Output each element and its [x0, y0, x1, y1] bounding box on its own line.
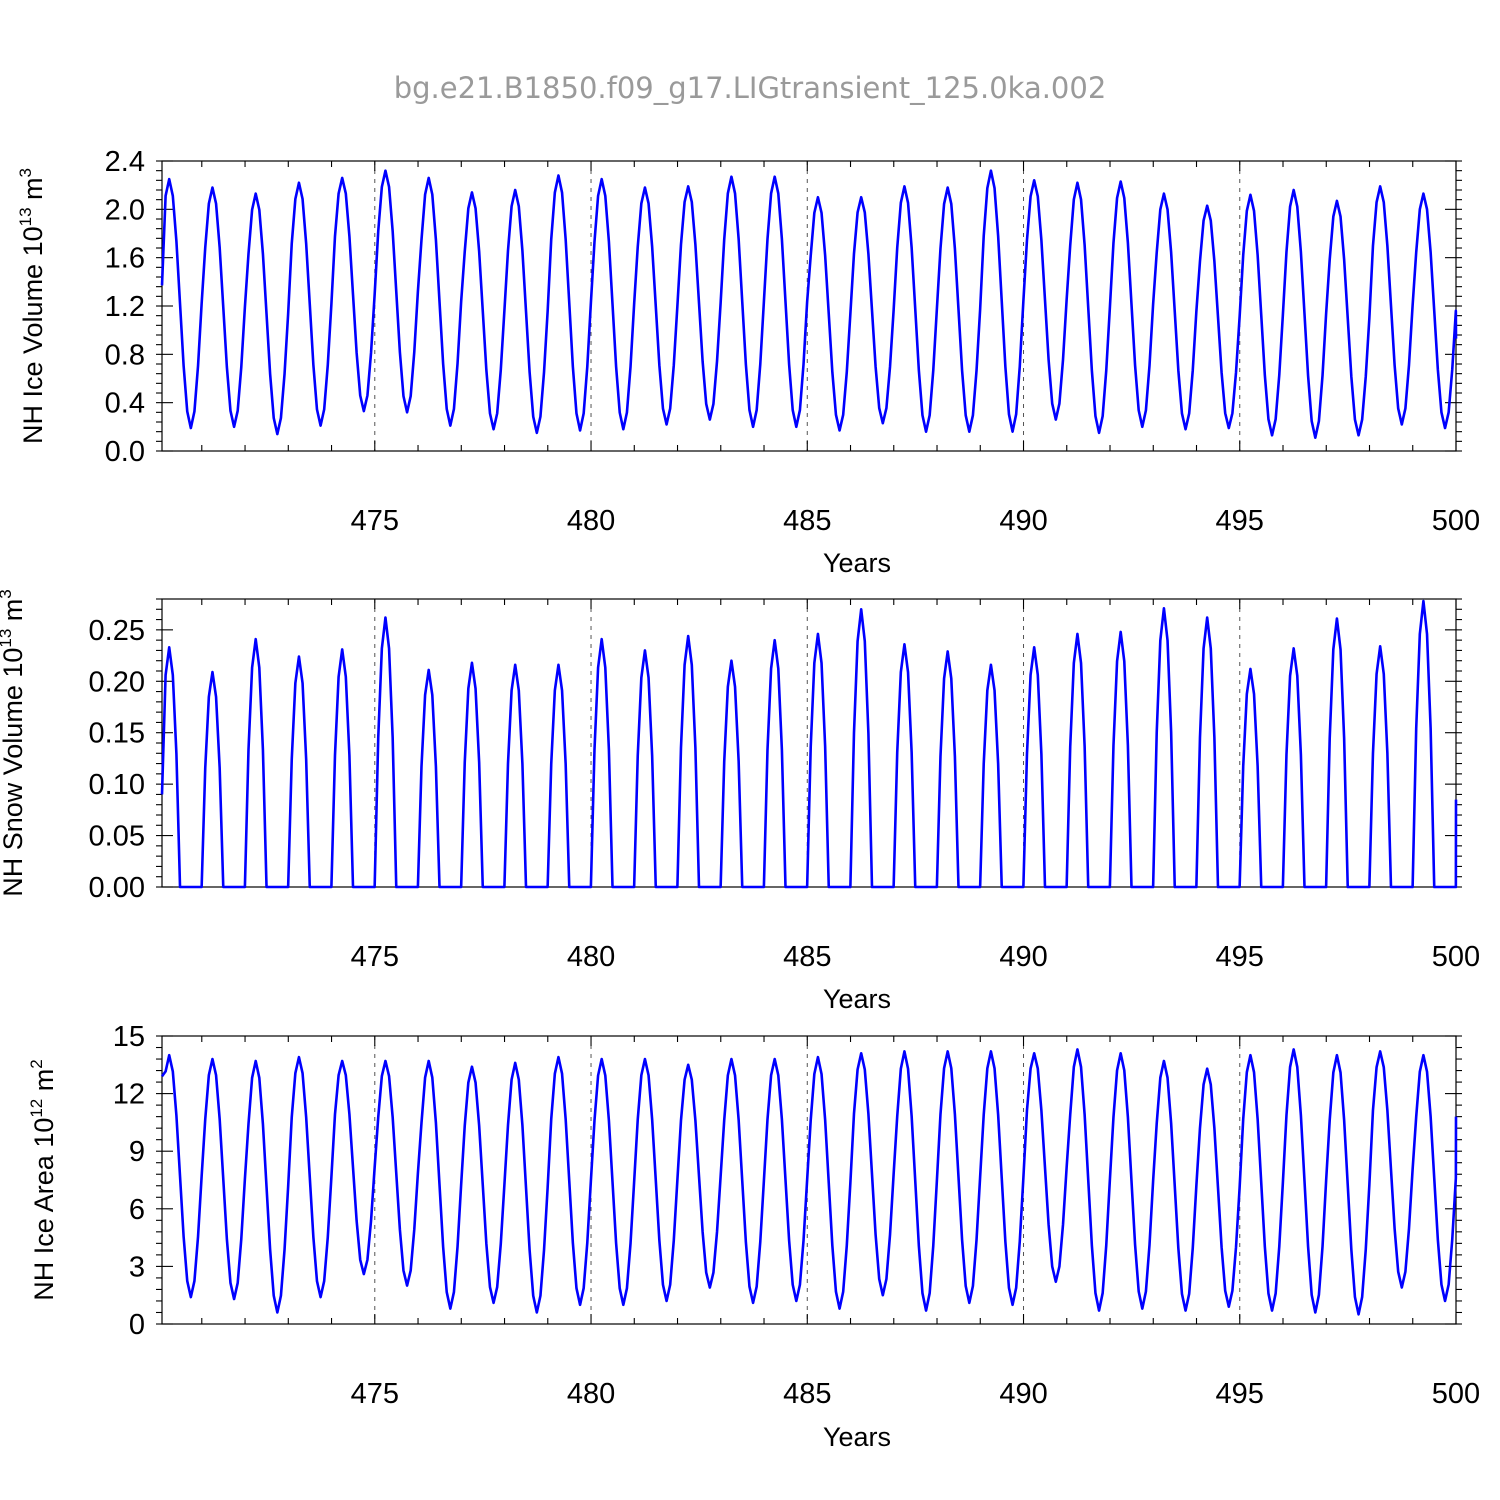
- x-tick-label: 480: [567, 941, 615, 973]
- figure-title: bg.e21.B1850.f09_g17.LIGtransient_125.0k…: [394, 71, 1107, 105]
- panel-1: 475 480 485 490 495 500 0.0 0.4 0.8 1.2 1.6 2.0 2.4 Y…: [16, 146, 1480, 578]
- y-tick-label: 0.4: [105, 388, 145, 420]
- y-tick-label: 0.20: [89, 666, 145, 698]
- x-tick-label: 495: [1216, 941, 1264, 973]
- series-line: [160, 599, 1458, 889]
- y-axis-title: NH Snow Volume 1013 m3: [0, 589, 28, 897]
- x-tick-label: 490: [999, 941, 1047, 973]
- y-tick-label: 6: [129, 1194, 145, 1226]
- x-tick-label: 475: [351, 1378, 399, 1410]
- series-line: [160, 1048, 1458, 1316]
- x-tick-label: 480: [567, 1378, 615, 1410]
- x-tick-label: 475: [351, 941, 399, 973]
- x-tick-label: 495: [1216, 505, 1264, 537]
- y-tick-label: 0.15: [89, 718, 145, 750]
- x-tick-label: 500: [1432, 505, 1480, 537]
- y-tick-label: 1.6: [105, 243, 145, 275]
- y-tick-label: 2.0: [105, 194, 145, 226]
- y-tick-label: 9: [129, 1136, 145, 1168]
- x-tick-label: 490: [999, 1378, 1047, 1410]
- y-tick-label: 15: [113, 1021, 145, 1053]
- y-tick-label: 0: [129, 1309, 145, 1341]
- panels: 475 480 485 490 495 500 0.0 0.4 0.8 1.2 1.6 2.0 2.4 Y…: [0, 146, 1480, 1452]
- y-tick-label: 0.10: [89, 769, 145, 801]
- y-tick-label: 0.0: [105, 436, 145, 468]
- panel-2: 475 480 485 490 495 500 0.00 0.05 0.10 0.15 0.20 0.…: [0, 589, 1480, 1014]
- y-tick-label: 3: [129, 1251, 145, 1283]
- y-tick-label: 0.00: [89, 872, 145, 904]
- y-tick-label: 12: [113, 1079, 145, 1111]
- x-tick-label: 500: [1432, 1378, 1480, 1410]
- x-tick-label: 485: [783, 1378, 831, 1410]
- y-axis-title: NH Ice Area 1012 m2: [27, 1059, 59, 1300]
- x-axis-title: Years: [823, 548, 891, 578]
- x-tick-label: 485: [783, 505, 831, 537]
- x-tick-label: 495: [1216, 1378, 1264, 1410]
- x-tick-label: 475: [351, 505, 399, 537]
- panel-3: 475 480 485 490 495 500 0 3 6 9 12 15 Years NH Ice Ar…: [27, 1021, 1480, 1452]
- y-tick-label: 0.05: [89, 821, 145, 853]
- y-tick-label: 0.8: [105, 339, 145, 371]
- x-tick-label: 500: [1432, 941, 1480, 973]
- y-tick-label: 0.25: [89, 615, 145, 647]
- x-axis-title: Years: [823, 984, 891, 1014]
- x-tick-label: 480: [567, 505, 615, 537]
- x-tick-label: 490: [999, 505, 1047, 537]
- x-tick-label: 485: [783, 941, 831, 973]
- series-line: [160, 169, 1458, 440]
- y-tick-label: 1.2: [105, 291, 145, 323]
- x-axis-title: Years: [823, 1422, 891, 1452]
- y-tick-label: 2.4: [105, 146, 145, 178]
- y-axis-title: NH Ice Volume 1013 m3: [16, 168, 48, 444]
